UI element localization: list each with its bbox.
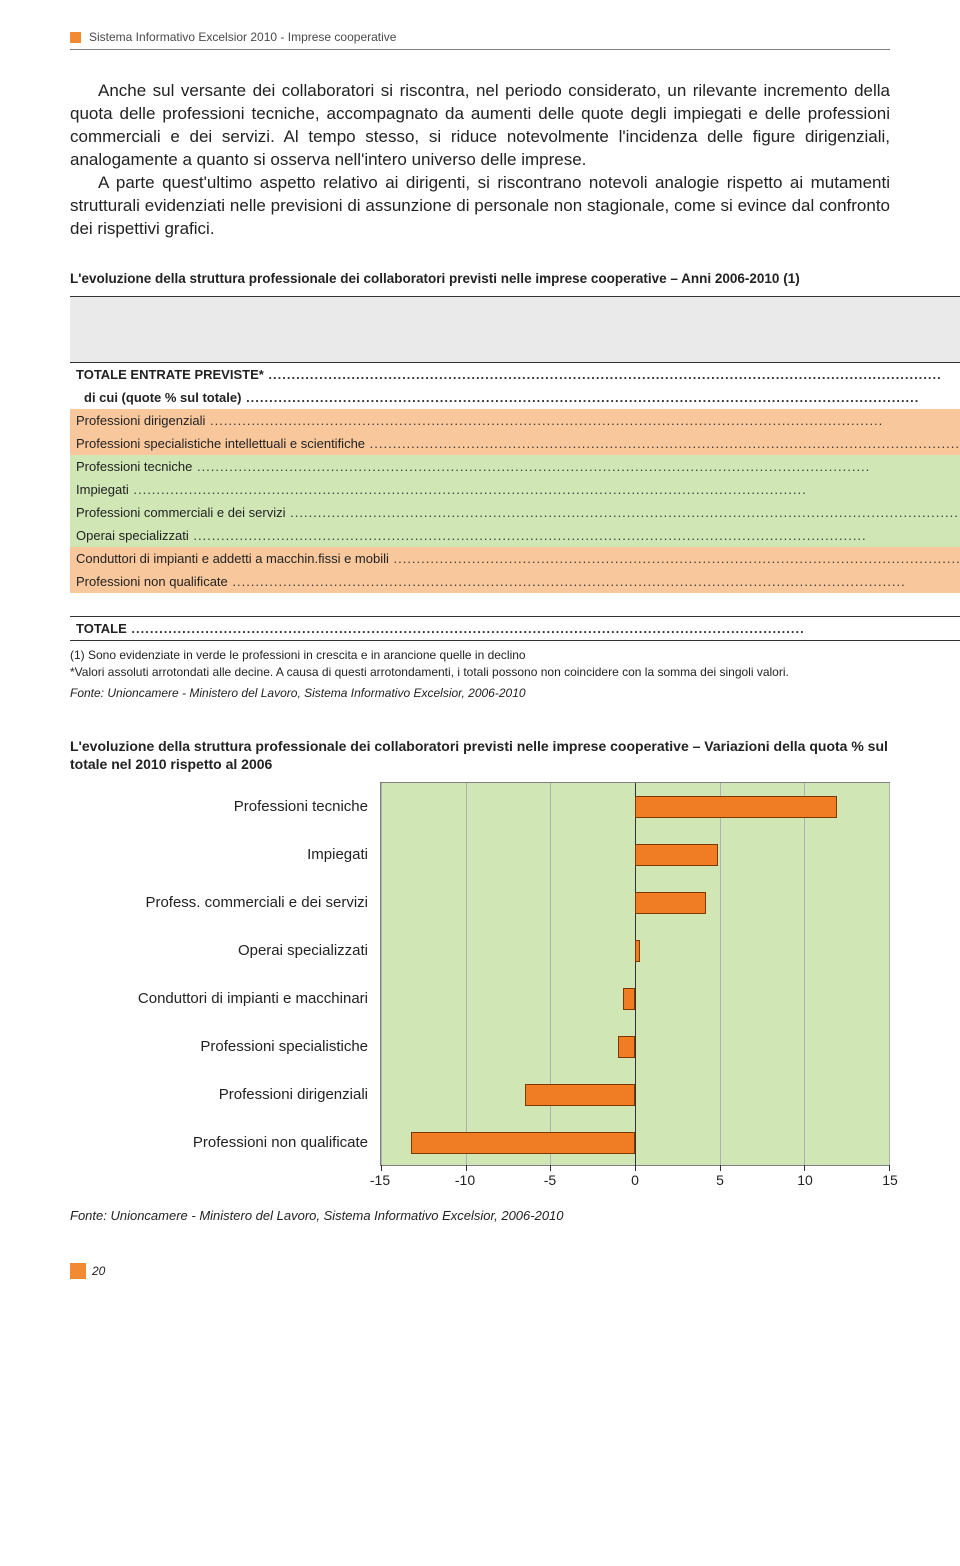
chart-bar	[635, 796, 837, 818]
chart-bar	[635, 844, 718, 866]
chart-y-label: Professioni tecniche	[70, 782, 368, 830]
chart-gridline	[804, 783, 805, 1165]
chart-y-label: Profess. commerciali e dei servizi	[70, 878, 368, 926]
chart-x-tick-label: 0	[631, 1172, 639, 1188]
running-title: Sistema Informativo Excelsior 2010 - Imp…	[89, 30, 396, 44]
chart-x-tick-label: 5	[716, 1172, 724, 1188]
chart-y-label: Professioni specialistiche	[70, 1022, 368, 1070]
header-square-icon	[70, 32, 81, 43]
chart-x-tick-label: -10	[455, 1172, 475, 1188]
paragraph-1: Anche sul versante dei collaboratori si …	[70, 80, 890, 172]
paragraph-2: A parte quest'ultimo aspetto relativo ai…	[70, 172, 890, 241]
chart-bar	[635, 940, 640, 962]
chart-plot-area	[380, 782, 890, 1166]
page-number-square-icon	[70, 1263, 86, 1279]
row-label: Professioni non qualificate	[70, 570, 960, 593]
row-label: Operai specializzati	[70, 524, 960, 547]
body-text: Anche sul versante dei collaboratori si …	[70, 80, 890, 241]
chart-x-tick-label: -5	[544, 1172, 556, 1188]
chart-y-label: Professioni non qualificate	[70, 1118, 368, 1166]
table-source: Fonte: Unioncamere - Ministero del Lavor…	[70, 685, 890, 702]
table-row: Professioni commerciali e dei servizi15,…	[70, 501, 960, 524]
table-body: TOTALE ENTRATE PREVISTE*18.43018.76018.9…	[70, 363, 960, 641]
chart-gridline	[466, 783, 467, 1165]
row-label: Conduttori di impianti e addetti a macch…	[70, 547, 960, 570]
chart-bar	[411, 1132, 635, 1154]
chart-bar	[525, 1084, 635, 1106]
page-number-text: 20	[92, 1264, 105, 1278]
chart-zero-axis	[635, 783, 636, 1165]
row-label: Professioni commerciali e dei servizi	[70, 501, 960, 524]
table-row-spacer	[70, 593, 960, 617]
table-row: Conduttori di impianti e addetti a macch…	[70, 547, 960, 570]
table-row: Impiegati6,79,48,69,511,64,91.770	[70, 478, 960, 501]
table-footnotes: (1) Sono evidenziate in verde le profess…	[70, 647, 890, 701]
chart-gridline	[381, 783, 382, 1165]
chart-bar	[618, 1036, 635, 1058]
chart-title: L'evoluzione della struttura professiona…	[70, 737, 890, 775]
chart-x-labels: -15-10-5051015	[380, 1166, 890, 1190]
running-header: Sistema Informativo Excelsior 2010 - Imp…	[70, 30, 890, 50]
chart-x-tick-label: -15	[370, 1172, 390, 1188]
chart-y-label: Impiegati	[70, 830, 368, 878]
table-row: TOTALE ENTRATE PREVISTE*18.43018.76018.9…	[70, 363, 960, 387]
chart-bar	[623, 988, 635, 1010]
row-label: Professioni tecniche	[70, 455, 960, 478]
chart-source: Fonte: Unioncamere - Ministero del Lavor…	[70, 1208, 890, 1223]
page: Sistema Informativo Excelsior 2010 - Imp…	[0, 0, 960, 1309]
table-row: Professioni non qualificate16,62,82,63,0…	[70, 570, 960, 593]
table-row: Professioni tecniche33,242,247,546,645,2…	[70, 455, 960, 478]
table-row: Professioni dirigenziali8,27,12,32,41,7-…	[70, 409, 960, 432]
row-label: TOTALE ENTRATE PREVISTE*	[70, 363, 960, 387]
chart-bar	[635, 892, 706, 914]
chart-gridline	[550, 783, 551, 1165]
chart-x-tick-label: 15	[882, 1172, 898, 1188]
chart-y-label: Operai specializzati	[70, 926, 368, 974]
chart-gridline	[889, 783, 890, 1165]
cell	[70, 593, 960, 617]
chart-y-label: Professioni dirigenziali	[70, 1070, 368, 1118]
chart-gridline	[720, 783, 721, 1165]
row-subhead: di cui (quote % sul totale)	[70, 386, 960, 409]
page-number: 20	[70, 1263, 890, 1279]
data-table: 2006 2007 2008 2009 2010 Variaz. quota 2…	[70, 296, 960, 642]
table-row-total: TOTALE100,0100,0100,0100,0100,0	[70, 617, 960, 641]
table-title: L'evoluzione della struttura professiona…	[70, 271, 890, 286]
footnote-1: (1) Sono evidenziate in verde le profess…	[70, 647, 890, 664]
table-head: 2006 2007 2008 2009 2010 Variaz. quota 2…	[70, 296, 960, 363]
row-label: Professioni specialistiche intellettuali…	[70, 432, 960, 455]
col-header-blank	[70, 296, 960, 363]
table-row: Professioni specialistiche intellettuali…	[70, 432, 960, 455]
row-label: Professioni dirigenziali	[70, 409, 960, 432]
footnote-2: *Valori assoluti arrotondati alle decine…	[70, 664, 890, 681]
chart-y-label: Conduttori di impianti e macchinari	[70, 974, 368, 1022]
chart-y-labels: Professioni tecnicheImpiegatiProfess. co…	[70, 782, 380, 1166]
chart: Professioni tecnicheImpiegatiProfess. co…	[70, 782, 890, 1166]
table-row: di cui (quote % sul totale)	[70, 386, 960, 409]
chart-x-tick-label: 10	[797, 1172, 813, 1188]
row-label: Impiegati	[70, 478, 960, 501]
row-label: TOTALE	[70, 617, 960, 641]
table-row: Operai specializzati1,10,71,21,31,40,322…	[70, 524, 960, 547]
